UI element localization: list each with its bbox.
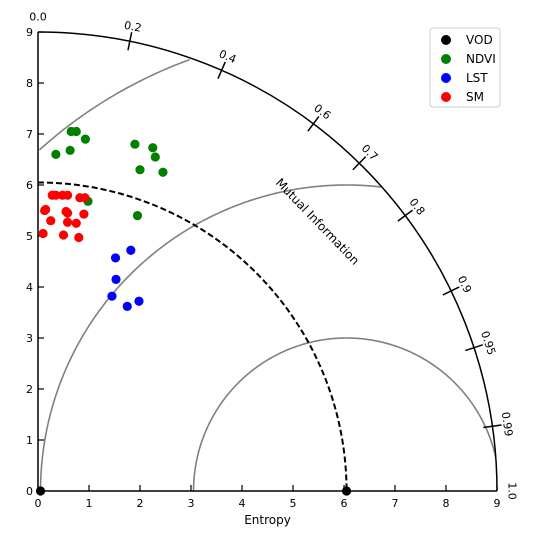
sm-point xyxy=(41,204,51,215)
x-tick-label: 9 xyxy=(494,497,501,510)
y-tick-label: 5 xyxy=(26,230,33,243)
legend-label-lst: LST xyxy=(466,71,488,85)
legend-label-ndvi: NDVI xyxy=(466,52,496,66)
reference-std-arc xyxy=(37,181,348,492)
y-tick-label: 9 xyxy=(26,26,33,39)
ndvi-point xyxy=(148,143,158,153)
x-tick-label: 4 xyxy=(239,497,246,510)
ndvi-point xyxy=(71,126,81,137)
sm-point xyxy=(51,190,61,200)
arc-tick xyxy=(352,156,367,171)
sm-point xyxy=(74,232,84,243)
x-tick-label: 3 xyxy=(188,497,195,510)
ndvi-point xyxy=(150,152,160,162)
lst-point xyxy=(122,301,132,311)
y-tick-label: 0 xyxy=(26,485,33,498)
legend: VOD NDVI LST SM xyxy=(429,27,501,108)
ndvi-point xyxy=(65,145,75,155)
arc-tick xyxy=(483,424,502,429)
arc-tick xyxy=(307,116,320,132)
sm-point xyxy=(62,190,73,200)
arc-axis-title: Mutual Information xyxy=(273,176,362,268)
arc-tick xyxy=(397,209,413,222)
lst-point xyxy=(111,274,121,284)
y-tick-label: 3 xyxy=(26,332,33,345)
legend-label-vod: VOD xyxy=(466,33,493,47)
lst-point xyxy=(107,291,117,301)
contour-lines xyxy=(37,58,497,492)
x-tick-label: 1 xyxy=(86,497,93,510)
data-points xyxy=(35,126,352,496)
ndvi-point xyxy=(135,165,145,175)
arc-tick-label: 0.95 xyxy=(478,329,498,356)
sm-point xyxy=(62,208,73,218)
arc-tick-label: 0.8 xyxy=(407,196,428,218)
legend-label-sm: SM xyxy=(466,90,484,104)
y-tick-label: 7 xyxy=(26,128,33,141)
lst-point xyxy=(134,296,144,306)
y-tick-label: 2 xyxy=(26,383,33,396)
vod-point xyxy=(341,486,352,496)
lst-point xyxy=(126,245,136,255)
arc-tick-label: 0.4 xyxy=(217,47,238,66)
x-tick-label: 8 xyxy=(443,497,450,510)
arc-tick-label: 0.2 xyxy=(123,19,143,35)
arc-tick xyxy=(442,286,460,296)
x-axis-title: Entropy xyxy=(244,513,291,527)
x-tick-label: 0 xyxy=(35,497,42,510)
sm-point xyxy=(79,209,89,219)
x-tick-label: 7 xyxy=(392,497,399,510)
arc-tick-label: 0.0 xyxy=(29,11,47,24)
ndvi-point xyxy=(132,211,143,221)
sm-point xyxy=(58,230,69,240)
arc-tick-label: 1.0 xyxy=(505,482,518,500)
arc-tick xyxy=(465,344,484,352)
ndvi-point xyxy=(130,139,140,149)
rms-contour-2 xyxy=(38,58,190,151)
lst-point xyxy=(110,253,121,263)
correlation-ticks: 0.00.20.40.60.70.80.90.950.991.0 xyxy=(29,11,518,500)
vod-point xyxy=(35,486,46,496)
arc-tick-label: 0.9 xyxy=(455,274,474,295)
y-tick-label: 6 xyxy=(26,179,33,192)
sm-point xyxy=(80,193,90,203)
sm-point xyxy=(38,228,48,239)
ndvi-point xyxy=(51,149,61,159)
ndvi-point xyxy=(158,167,168,177)
legend-marker-sm xyxy=(441,92,451,102)
axes: 0 1 2 3 4 5 6 7 8 9 0 1 2 3 4 5 6 7 8 9 xyxy=(26,26,501,510)
arc-tick-label: 0.99 xyxy=(499,411,515,437)
outer-arc xyxy=(37,31,498,492)
rms-contour-1 xyxy=(39,184,382,492)
arc-tick-label: 0.6 xyxy=(311,102,333,123)
arc-tick xyxy=(217,61,226,80)
legend-marker-ndvi xyxy=(441,54,451,64)
sm-point xyxy=(71,218,81,228)
y-tick-label: 8 xyxy=(26,77,33,90)
sm-point xyxy=(62,217,73,227)
x-tick-label: 5 xyxy=(290,497,297,510)
legend-marker-vod xyxy=(441,35,451,45)
ndvi-point xyxy=(80,134,91,144)
sm-point xyxy=(46,216,56,226)
y-tick-label: 4 xyxy=(26,281,33,294)
arc-tick xyxy=(127,32,133,51)
rms-contour-0 xyxy=(192,337,497,492)
x-tick-label: 2 xyxy=(137,497,144,510)
legend-box xyxy=(429,27,501,108)
legend-marker-lst xyxy=(441,73,451,83)
x-tick-label: 6 xyxy=(341,497,348,510)
y-tick-label: 1 xyxy=(26,434,33,447)
